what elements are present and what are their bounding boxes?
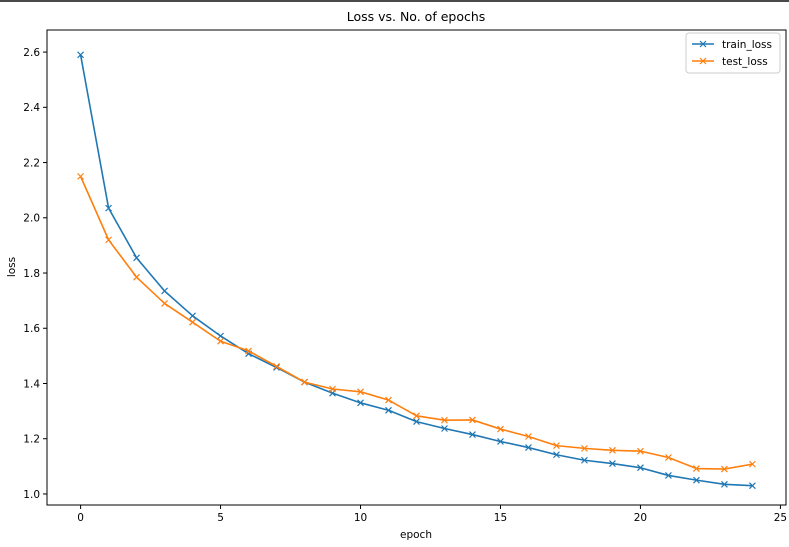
test-loss-point (609, 446, 616, 454)
test-loss-point (720, 465, 728, 473)
train-loss-point (161, 287, 168, 295)
test-loss-point (441, 416, 448, 424)
test-loss-series (77, 172, 756, 473)
train-loss-point (133, 254, 141, 262)
y-tick-label: 1.8 (23, 268, 40, 280)
train-loss-point (665, 472, 672, 479)
train-loss-point (609, 460, 616, 468)
legend-box (685, 32, 781, 74)
test-loss-point (245, 347, 252, 355)
test-loss-point (553, 442, 560, 450)
x-tick-label: 25 (774, 512, 787, 524)
y-axis-label: loss (6, 257, 18, 277)
train-loss-point (413, 418, 420, 426)
train-loss-point (357, 399, 364, 407)
test-loss-line (79, 176, 753, 470)
train-loss-point (720, 480, 728, 488)
test-loss-point (301, 378, 308, 386)
train-loss-point (637, 464, 644, 472)
plot-area (46, 29, 787, 506)
train-loss-series (77, 51, 756, 490)
test-loss-point (357, 388, 364, 396)
legend-test-loss-label: test_loss (722, 56, 768, 68)
train-loss-point (553, 451, 560, 459)
legend-test-loss-marker (699, 57, 707, 65)
test-loss-point (161, 299, 168, 307)
train-loss-point (441, 425, 448, 432)
train-loss-point (469, 431, 476, 439)
train-loss-point (692, 476, 700, 484)
x-tick-label: 15 (494, 512, 507, 524)
train-loss-point (525, 444, 532, 451)
train-loss-point (189, 312, 196, 320)
test-loss-point (217, 337, 224, 345)
y-tick-label: 1.4 (23, 378, 40, 390)
legend: train_loss test_loss (685, 32, 781, 74)
test-loss-point (748, 460, 756, 468)
x-axis: 0 5 10 15 20 25 (77, 505, 787, 524)
x-tick-label: 5 (217, 512, 224, 524)
window-top-border (0, 0, 789, 2)
test-loss-point (385, 396, 392, 404)
train-loss-point (105, 204, 113, 212)
x-axis-label: epoch (400, 529, 432, 541)
test-loss-point (413, 412, 420, 420)
y-tick-label: 2.4 (23, 102, 40, 114)
y-tick-label: 2.2 (23, 157, 40, 169)
x-tick-label: 0 (77, 512, 84, 524)
test-loss-point (497, 425, 504, 433)
test-loss-point (469, 416, 476, 424)
test-loss-point (133, 273, 141, 281)
train-loss-point (748, 482, 756, 490)
test-loss-point (77, 172, 85, 180)
series-layer (77, 51, 756, 490)
train-loss-point (217, 332, 224, 340)
x-tick-label: 10 (354, 512, 367, 524)
legend-train-loss-label: train_loss (722, 39, 772, 51)
train-loss-point (581, 456, 588, 464)
y-tick-label: 2.6 (23, 47, 40, 59)
train-loss-point (77, 51, 85, 59)
train-loss-point (385, 406, 392, 414)
y-tick-label: 1.0 (23, 489, 40, 501)
y-tick-label: 2.0 (23, 213, 40, 225)
train-loss-point (497, 438, 504, 445)
test-loss-point (581, 444, 588, 452)
chart-title: Loss vs. No. of epochs (347, 9, 486, 24)
y-tick-label: 1.6 (23, 323, 40, 335)
y-tick-label: 1.2 (23, 434, 40, 446)
test-loss-point (189, 318, 196, 326)
test-loss-point (273, 362, 280, 370)
test-loss-point (665, 454, 672, 461)
y-axis: 1.0 1.2 1.4 1.6 1.8 2.0 2.2 2.4 2.6 (23, 47, 47, 501)
test-loss-point (329, 385, 336, 393)
test-loss-point (637, 447, 644, 455)
test-loss-point (105, 236, 113, 244)
x-tick-label: 20 (634, 512, 647, 524)
test-loss-point (525, 433, 532, 440)
test-loss-point (692, 465, 700, 472)
legend-train-loss-marker (699, 40, 707, 48)
